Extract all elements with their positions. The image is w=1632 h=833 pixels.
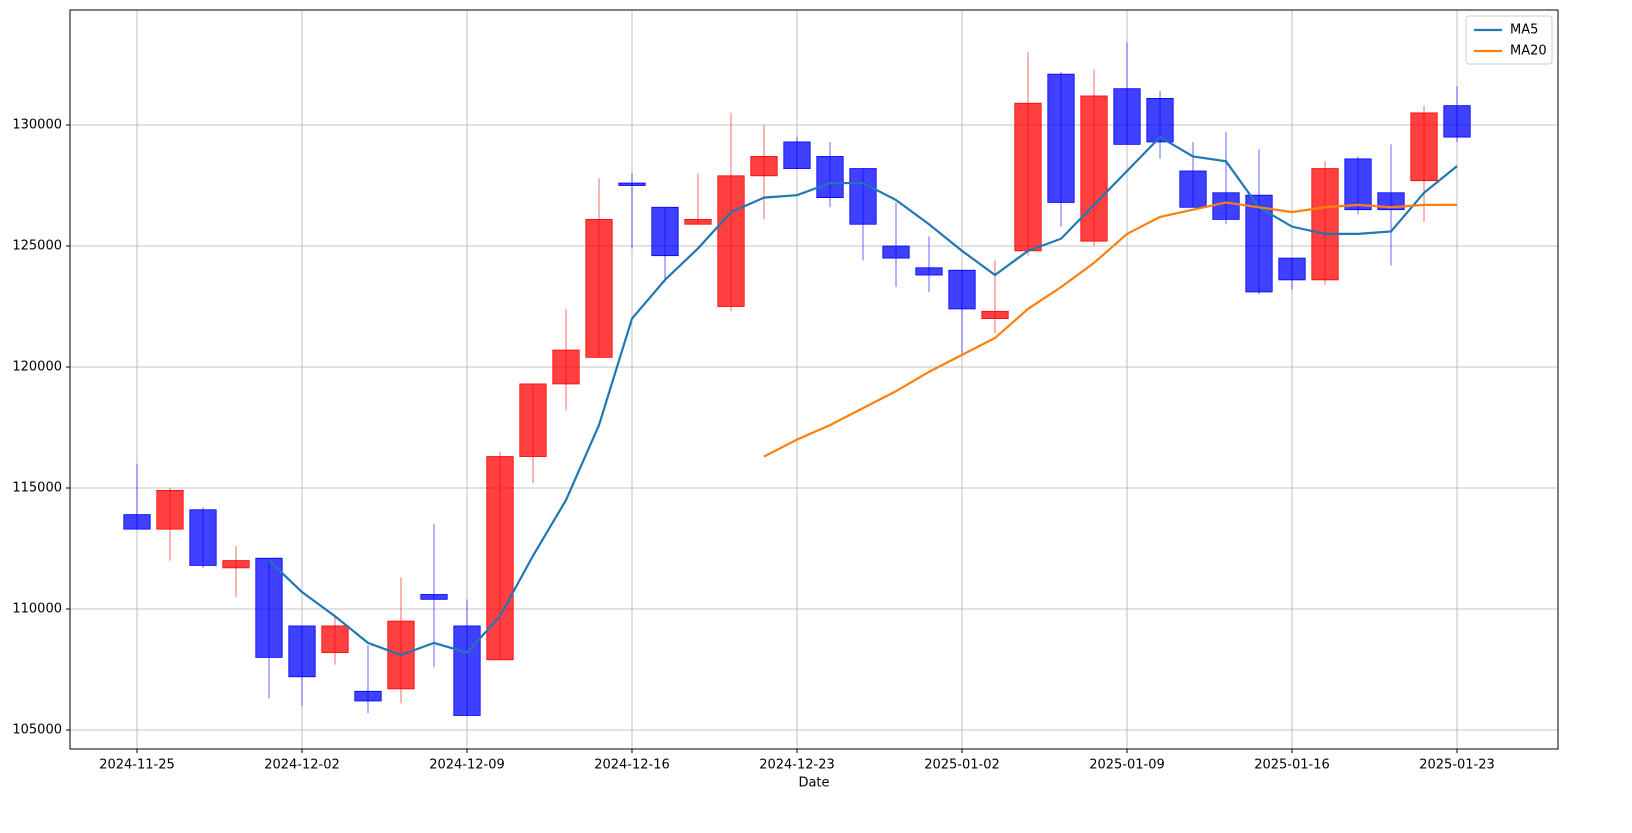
candle-body (717, 175, 745, 307)
legend-label: MA5 (1510, 23, 1538, 38)
candle-body (618, 182, 646, 186)
candle-body (1311, 168, 1339, 281)
x-tick-label: 2025-01-16 (1254, 758, 1330, 773)
candle-body (1146, 97, 1174, 143)
x-tick-label: 2025-01-02 (924, 758, 1000, 773)
y-tick-label: 120000 (12, 360, 62, 375)
legend: MA5 MA20 (1465, 15, 1553, 65)
candle-body (1179, 170, 1207, 208)
candle-body (420, 594, 448, 600)
candle-body (156, 490, 184, 530)
y-tick-label: 130000 (12, 117, 62, 132)
candle-body (453, 625, 481, 716)
y-tick-label: 125000 (12, 238, 62, 253)
candle-body (981, 310, 1009, 320)
candle-body (651, 206, 679, 257)
candle-body (321, 625, 349, 653)
candle-body (1212, 192, 1240, 220)
candle-body (288, 625, 316, 678)
candle-body (948, 269, 976, 310)
ma-line (763, 201, 1458, 458)
candle-body (882, 245, 910, 259)
candle-body (1344, 158, 1372, 211)
candle-body (222, 560, 250, 569)
x-axis-label: Date (798, 776, 829, 791)
x-tick-label: 2025-01-09 (1089, 758, 1165, 773)
candle-body (750, 156, 778, 177)
candle-body (1047, 73, 1075, 203)
legend-label: MA20 (1510, 44, 1547, 59)
candle-body (255, 557, 283, 658)
plot-frame (69, 9, 1559, 750)
candle-body (1113, 88, 1141, 145)
candle-body (783, 141, 811, 169)
candle-body (486, 456, 514, 661)
candle-body (816, 156, 844, 198)
candle-body (915, 267, 943, 276)
x-tick-label: 2024-11-25 (99, 758, 175, 773)
x-tick-label: 2025-01-23 (1419, 758, 1495, 773)
x-tick-label: 2024-12-16 (594, 758, 670, 773)
candle-body (189, 509, 217, 566)
candle-body (849, 168, 877, 225)
candle-body (684, 218, 712, 225)
x-tick-label: 2024-12-02 (264, 758, 340, 773)
y-tick-label: 110000 (12, 602, 62, 617)
candle-body (1377, 192, 1405, 211)
candle-body (1278, 257, 1306, 281)
y-tick-label: 105000 (12, 723, 62, 738)
candle-body (519, 383, 547, 457)
candle-body (1080, 95, 1108, 242)
x-tick-label: 2024-12-09 (429, 758, 505, 773)
candle-body (1014, 102, 1042, 252)
candle-body (1410, 112, 1438, 182)
candle-body (1443, 105, 1471, 138)
x-tick-label: 2024-12-23 (759, 758, 835, 773)
candle-body (552, 349, 580, 385)
candle-body (354, 690, 382, 702)
candle-body (123, 514, 151, 530)
candle-body (585, 218, 613, 358)
y-tick-label: 115000 (12, 481, 62, 496)
